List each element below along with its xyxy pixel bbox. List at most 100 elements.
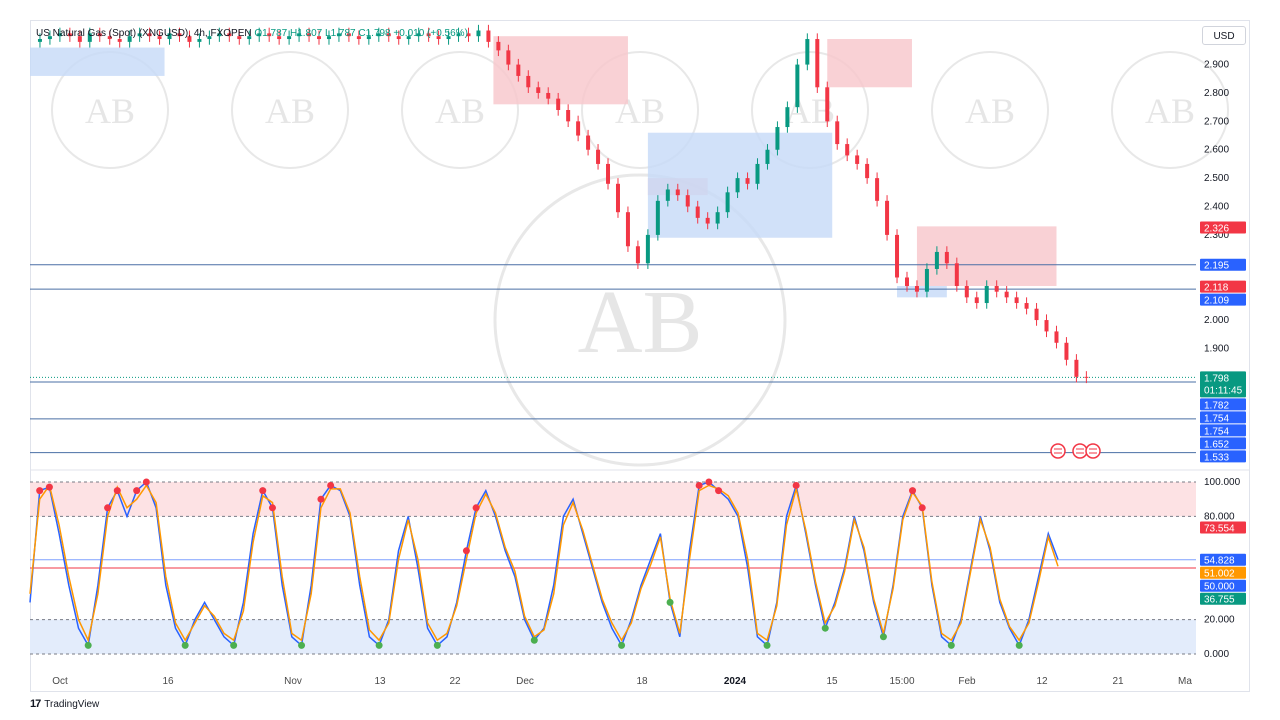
price-label-badge	[1200, 437, 1246, 450]
price-axis-tick: 2.800	[1204, 88, 1229, 99]
candle-body	[665, 189, 670, 201]
overbought-marker	[113, 487, 121, 495]
time-axis-tick: Oct	[52, 676, 68, 687]
candle-body	[396, 36, 401, 40]
candle-body	[346, 33, 351, 37]
candle-body	[167, 33, 172, 40]
candle-body	[227, 33, 232, 37]
candle-body	[845, 144, 850, 156]
candle-body	[526, 75, 531, 88]
candle-body	[775, 127, 780, 150]
currency-button[interactable]: USD	[1202, 26, 1246, 45]
price-label-text: 1.782	[1204, 400, 1229, 411]
oversold-marker	[763, 641, 771, 649]
candle-body	[496, 41, 501, 51]
candle-body	[466, 33, 471, 37]
candle-body	[865, 163, 870, 179]
candle-body	[147, 33, 152, 37]
candle-body	[635, 246, 640, 264]
candle-body	[715, 212, 720, 224]
us-flag-icon	[1085, 443, 1101, 459]
candle-body	[885, 200, 890, 235]
overbought-marker	[142, 478, 150, 486]
candle-body	[426, 33, 431, 37]
time-axis-tick: 21	[1112, 676, 1124, 687]
ohlc-readout: O1.787 H1.807 L1.787 C1.798 +0.010 (+0.5…	[254, 28, 468, 39]
price-label-badge	[1200, 411, 1246, 424]
chart-frame	[30, 20, 1250, 692]
price-label-badge	[1200, 398, 1246, 411]
oscillator-axis-tick: 100.000	[1204, 477, 1241, 488]
price-label-badge	[1200, 293, 1246, 306]
candle-body	[416, 33, 421, 37]
overbought-marker	[472, 504, 480, 512]
overbought-marker	[317, 495, 325, 503]
candle-body	[237, 36, 242, 40]
time-axis-tick: 15	[826, 676, 838, 687]
time-axis-tick: 18	[636, 676, 648, 687]
price-label-text: 1.533	[1204, 452, 1229, 463]
candle-body	[207, 36, 212, 40]
candle-body	[785, 107, 790, 128]
candle-body	[615, 183, 620, 213]
watermark-letters: AB	[85, 91, 135, 131]
candle-body	[675, 189, 680, 196]
time-axis-tick: 15:00	[889, 676, 914, 687]
oscillator-value-badge	[1200, 521, 1246, 534]
oscillator-axis-tick: 0.000	[1204, 649, 1229, 660]
symbol-title: US Natural Gas (Spot) (XNGUSD), 4h, FXOP…	[36, 28, 252, 39]
candle-body	[77, 36, 82, 42]
watermark-ring	[581, 51, 699, 169]
candle-body	[586, 135, 591, 150]
candle-body	[1004, 291, 1009, 298]
candle-body	[356, 36, 361, 40]
candle-body	[974, 297, 979, 304]
candle-body	[57, 33, 62, 37]
candle-body	[67, 33, 72, 37]
overbought-marker	[133, 487, 141, 495]
candle-body	[257, 33, 262, 37]
candle-body	[1074, 359, 1079, 377]
time-axis-tick: 12	[1036, 676, 1048, 687]
candle-body	[855, 155, 860, 164]
oversold-marker	[618, 641, 626, 649]
candle-body	[87, 33, 92, 42]
watermark-ring	[1111, 51, 1229, 169]
price-label-text: 1.652	[1204, 439, 1229, 450]
candle-body	[197, 39, 202, 42]
candle-body	[516, 64, 521, 76]
overbought-marker	[36, 487, 44, 495]
oversold-marker	[1015, 641, 1023, 649]
candle-body	[47, 36, 52, 40]
price-axis-tick: 2.000	[1204, 315, 1229, 326]
demand-zone	[30, 47, 165, 76]
candle-body	[954, 263, 959, 286]
candle-body	[386, 33, 391, 37]
candle-body	[815, 39, 820, 88]
oversold-marker	[666, 598, 674, 606]
candle-body	[755, 163, 760, 184]
oversold-marker	[879, 633, 887, 641]
oversold-marker	[84, 641, 92, 649]
time-axis-tick: Feb	[958, 676, 976, 687]
candle-body	[825, 87, 830, 122]
supply-zone	[916, 226, 1057, 286]
overbought-marker	[327, 481, 335, 489]
watermark-ring	[401, 51, 519, 169]
candle-body	[1084, 376, 1089, 378]
tradingview-logo: 17 TradingView	[30, 698, 99, 710]
oscillator-value-badge	[1200, 592, 1246, 605]
candle-body	[217, 33, 222, 37]
overbought-marker	[45, 483, 53, 491]
candle-body	[934, 251, 939, 269]
overbought-marker	[104, 504, 112, 512]
overbought-marker	[268, 504, 276, 512]
price-axis-tick: 2.400	[1204, 202, 1229, 213]
price-label-badge	[1200, 371, 1246, 398]
candle-body	[107, 36, 112, 40]
candle-body	[536, 87, 541, 93]
overbought-marker	[462, 547, 470, 555]
price-label-badge	[1200, 280, 1246, 293]
time-axis-tick: 2024	[724, 676, 747, 687]
